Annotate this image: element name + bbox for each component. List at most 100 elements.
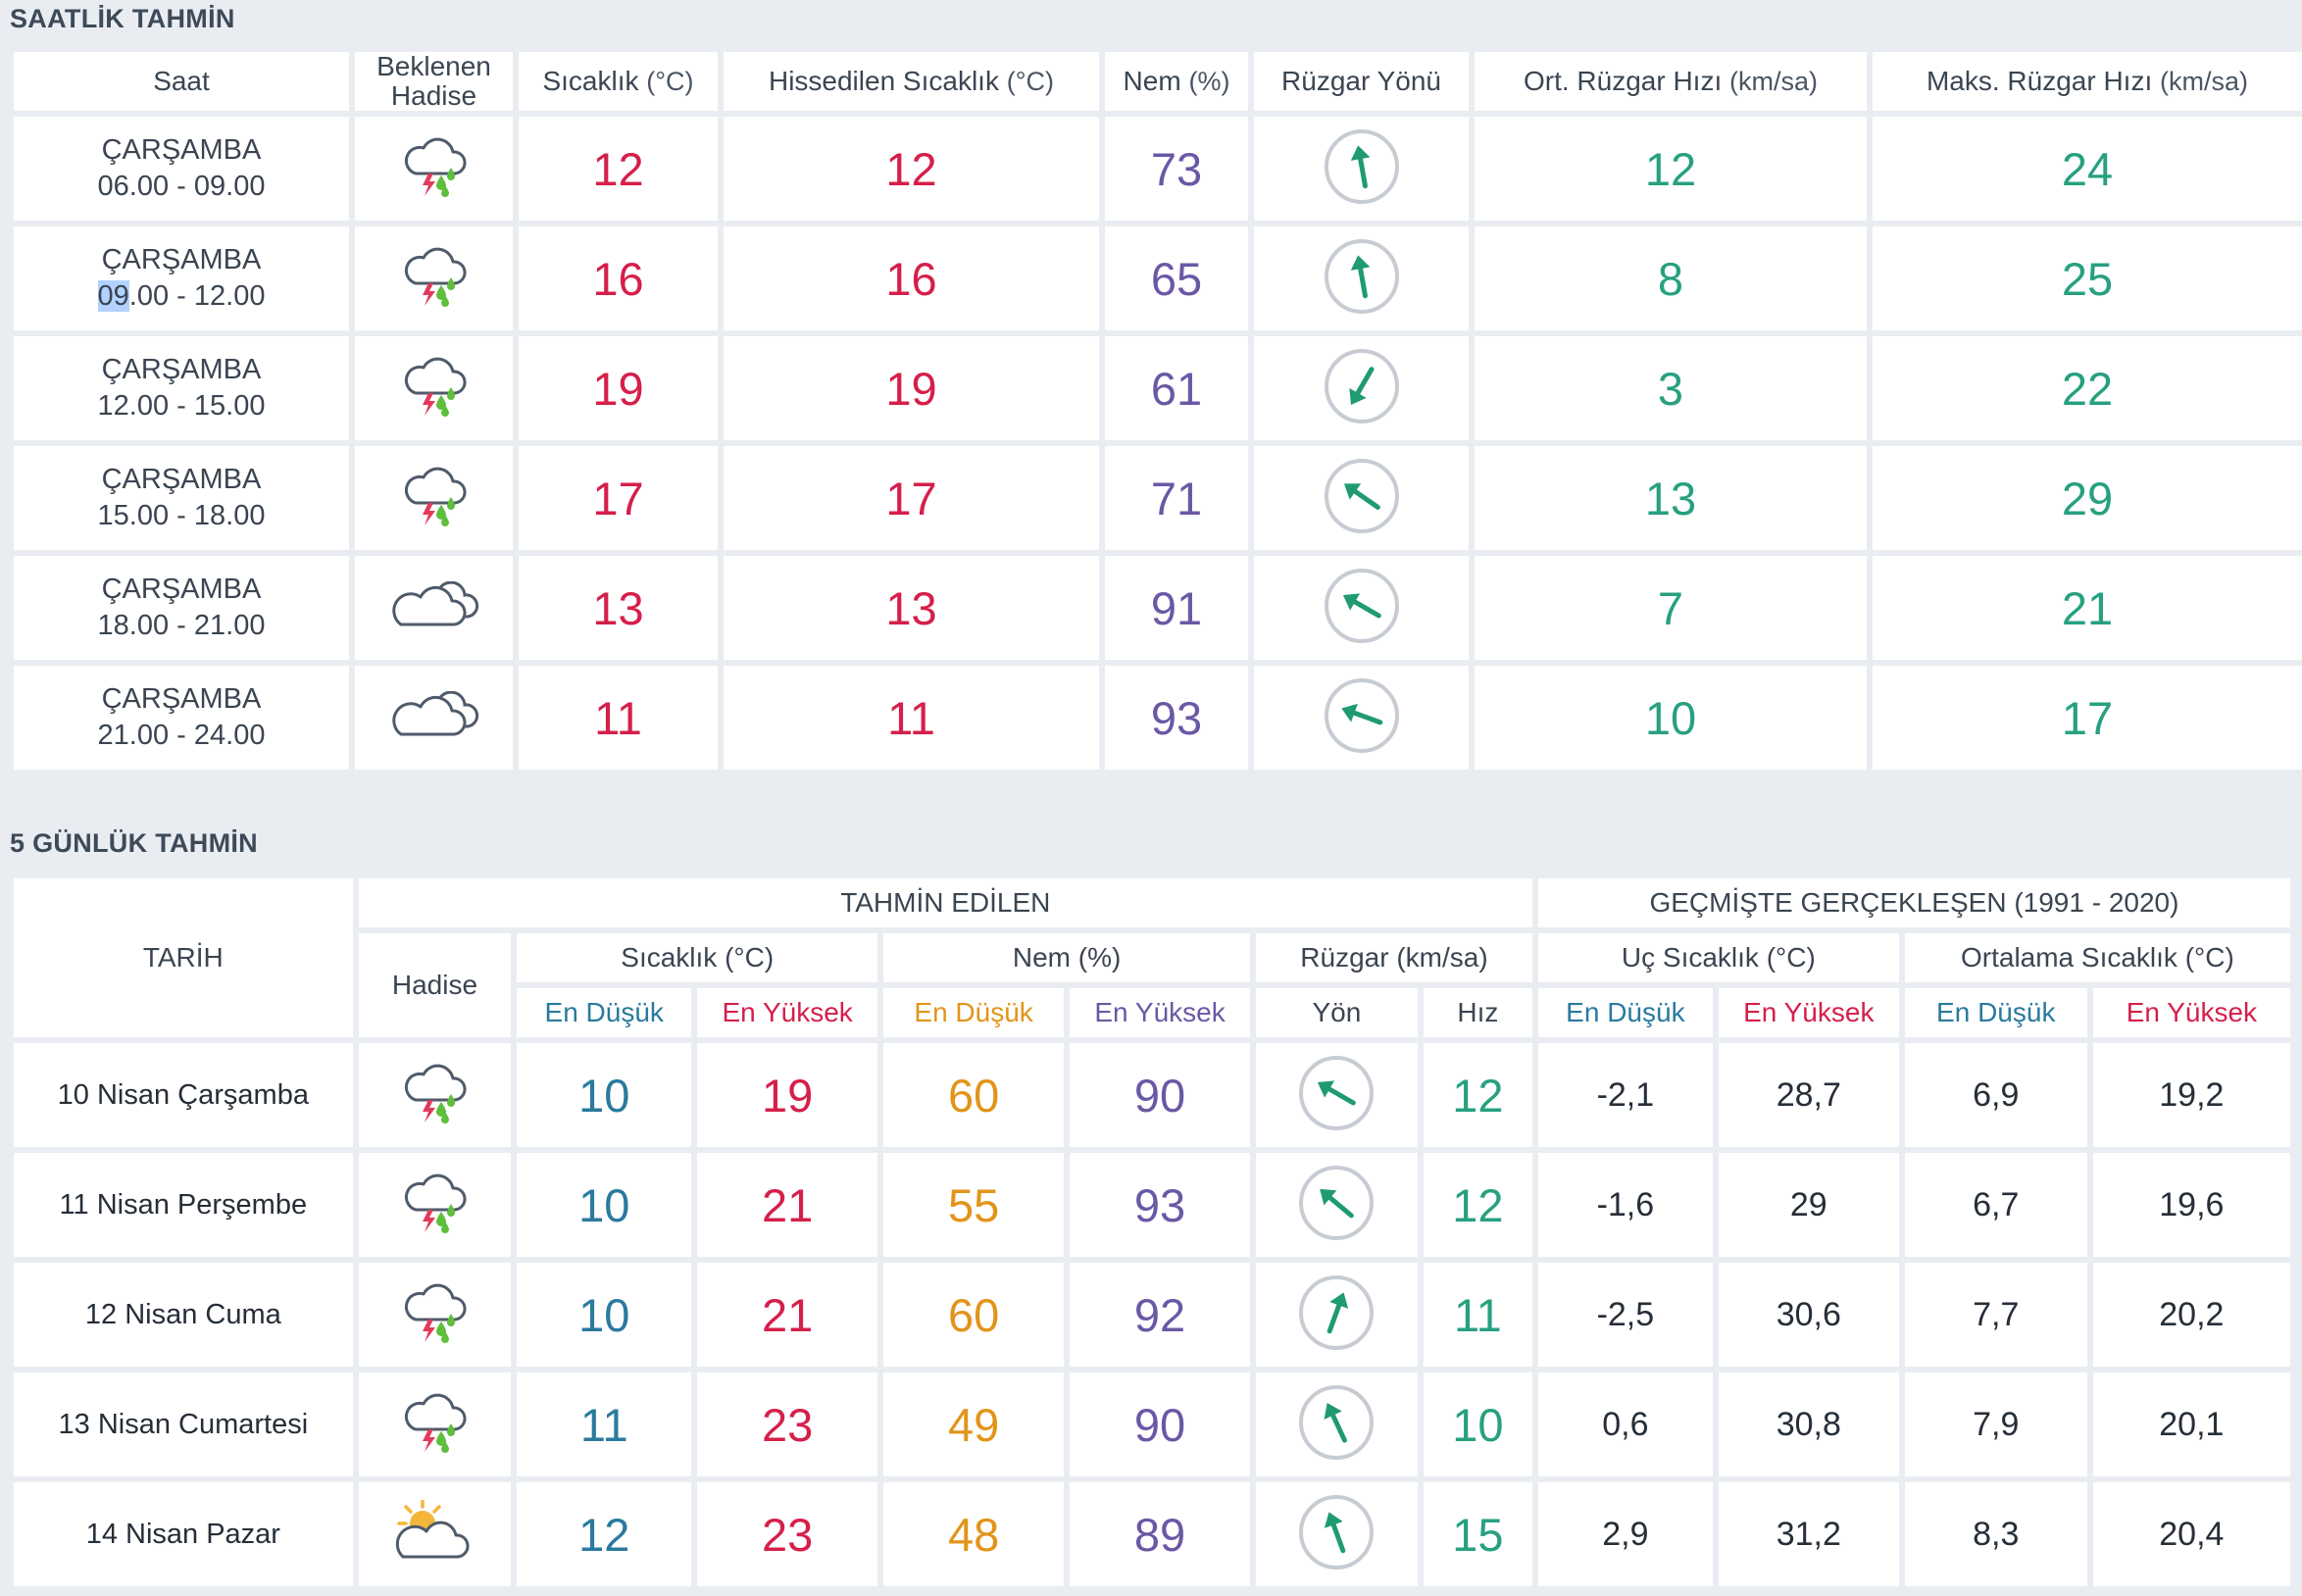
header-hadise-line2: Hadise <box>390 80 477 111</box>
daily-wind-dir-cell <box>1256 1372 1418 1476</box>
hourly-temp: 16 <box>519 226 718 330</box>
daily-hadise-cell <box>358 1372 512 1476</box>
daily-hadise-cell <box>358 1263 512 1367</box>
hourly-range-start: 21 <box>97 720 129 751</box>
daily-hum-max: 90 <box>1070 1372 1251 1476</box>
daily-hadise-cell <box>358 1482 512 1586</box>
daily-row: 13 Nisan Cumartesi 11 23 49 90 10 0,6 30,8 7,9 20… <box>14 1372 2290 1476</box>
hourly-range: 21.00 - 24.00 <box>14 718 349 754</box>
thunderstorm-rain-icon <box>400 1061 469 1130</box>
header-wind-dir: Yön <box>1256 988 1418 1037</box>
hourly-range-end: .00 - 12.00 <box>128 280 266 312</box>
daily-wind-speed: 15 <box>1423 1482 1532 1586</box>
header-extreme-max: En Yüksek <box>1718 988 1899 1037</box>
hourly-time-cell: ÇARŞAMBA 09.00 - 12.00 <box>14 226 349 330</box>
daily-avg-max: 19,2 <box>2092 1043 2290 1147</box>
hourly-range-end: .00 - 15.00 <box>128 390 266 422</box>
wind-direction-icon <box>1297 1273 1376 1357</box>
header-hissedilen-label: Hissedilen Sıcaklık <box>768 66 999 96</box>
daily-avg-max: 20,4 <box>2092 1482 2290 1586</box>
hourly-time-cell: ÇARŞAMBA 12.00 - 15.00 <box>14 336 349 440</box>
wind-direction-icon <box>1323 676 1401 760</box>
hourly-wind-dir-cell <box>1254 556 1469 660</box>
daily-wind-speed: 11 <box>1423 1263 1532 1367</box>
header-saat: Saat <box>14 52 349 111</box>
header-hissedilen: Hissedilen Sıcaklık (°C) <box>724 52 1099 111</box>
header-hum-max: En Yüksek <box>1070 988 1251 1037</box>
daily-temp-max: 19 <box>697 1043 878 1147</box>
hourly-humidity: 91 <box>1105 556 1248 660</box>
hourly-range-end: .00 - 24.00 <box>128 720 266 751</box>
header-wind-speed: Hız <box>1423 988 1532 1037</box>
daily-temp-min: 12 <box>517 1482 692 1586</box>
hourly-range: 15.00 - 18.00 <box>14 498 349 534</box>
daily-hadise-cell <box>358 1153 512 1257</box>
hourly-range: 12.00 - 15.00 <box>14 388 349 424</box>
hourly-feels: 12 <box>724 117 1099 221</box>
hourly-humidity: 93 <box>1105 666 1248 770</box>
hourly-day: ÇARŞAMBA <box>101 574 262 605</box>
daily-row: 12 Nisan Cuma 10 21 60 92 11 -2,5 30,6 7,7 20,2 <box>14 1263 2290 1367</box>
hourly-wind-max: 29 <box>1873 446 2302 550</box>
header-maks-ruzgar-unit: (km/sa) <box>2160 67 2249 96</box>
hourly-wind-dir-cell <box>1254 336 1469 440</box>
hourly-day: ÇARŞAMBA <box>101 244 262 275</box>
daily-temp-max: 23 <box>697 1482 878 1586</box>
header-daily-ruzgar: Rüzgar (km/sa) <box>1256 933 1532 982</box>
daily-temp-min: 10 <box>517 1153 692 1257</box>
header-ort-ruzgar-unit: (km/sa) <box>1729 67 1819 96</box>
hourly-humidity: 65 <box>1105 226 1248 330</box>
hourly-section-title: SAATLİK TAHMİN <box>10 4 235 33</box>
hourly-range: 18.00 - 21.00 <box>14 608 349 644</box>
hourly-day: ÇARŞAMBA <box>101 354 262 385</box>
hourly-wind-dir-cell <box>1254 226 1469 330</box>
header-daily-sicaklik: Sıcaklık (°C) <box>517 933 878 982</box>
hourly-hadise-cell <box>355 556 513 660</box>
header-avg-min: En Düşük <box>1904 988 2087 1037</box>
hourly-range: 06.00 - 09.00 <box>14 169 349 205</box>
daily-hum-max: 89 <box>1070 1482 1251 1586</box>
hourly-temp: 12 <box>519 117 718 221</box>
hourly-feels: 13 <box>724 556 1099 660</box>
header-hum-min: En Düşük <box>883 988 1065 1037</box>
hourly-wind-avg: 12 <box>1475 117 1867 221</box>
daily-wind-speed: 12 <box>1423 1043 1532 1147</box>
hourly-time-cell: ÇARŞAMBA 21.00 - 24.00 <box>14 666 349 770</box>
wind-direction-icon <box>1297 1054 1376 1137</box>
header-maks-ruzgar-label: Maks. Rüzgar Hızı <box>1926 66 2153 96</box>
hourly-wind-max: 17 <box>1873 666 2302 770</box>
hourly-table: Saat Beklenen Hadise Sıcaklık (°C) Hisse… <box>8 46 2302 775</box>
header-tarih: TARİH <box>14 878 353 1037</box>
daily-extreme-min: -2,5 <box>1537 1263 1713 1367</box>
hourly-hadise-cell <box>355 666 513 770</box>
hourly-feels: 11 <box>724 666 1099 770</box>
header-hadise: Hadise <box>358 933 512 1037</box>
daily-avg-min: 7,7 <box>1904 1263 2087 1367</box>
daily-hum-max: 93 <box>1070 1153 1251 1257</box>
header-nem: Nem (%) <box>1105 52 1248 111</box>
daily-temp-min: 10 <box>517 1043 692 1147</box>
daily-hum-min: 60 <box>883 1043 1065 1147</box>
hourly-wind-avg: 3 <box>1475 336 1867 440</box>
daily-temp-min: 10 <box>517 1263 692 1367</box>
daily-avg-min: 8,3 <box>1904 1482 2087 1586</box>
daily-wind-dir-cell <box>1256 1482 1418 1586</box>
header-daily-nem: Nem (%) <box>883 933 1251 982</box>
header-extreme-min: En Düşük <box>1537 988 1713 1037</box>
daily-extreme-min: 0,6 <box>1537 1372 1713 1476</box>
hourly-day: ÇARŞAMBA <box>101 134 262 166</box>
hourly-header-row: Saat Beklenen Hadise Sıcaklık (°C) Hisse… <box>14 52 2302 111</box>
hourly-wind-avg: 10 <box>1475 666 1867 770</box>
header-ort-ruzgar-label: Ort. Rüzgar Hızı <box>1523 66 1723 96</box>
header-ortalama-sicaklik: Ortalama Sıcaklık (°C) <box>1904 933 2290 982</box>
daily-row: 11 Nisan Perşembe 10 21 55 93 12 -1,6 29 6,7 19,6 <box>14 1153 2290 1257</box>
wind-direction-icon <box>1297 1383 1376 1467</box>
daily-header-row-1: TARİH TAHMİN EDİLEN GEÇMİŞTE GERÇEKLEŞEN… <box>14 878 2290 1037</box>
daily-hum-max: 90 <box>1070 1043 1251 1147</box>
daily-hum-max: 92 <box>1070 1263 1251 1367</box>
header-sicaklik-label: Sıcaklık <box>542 66 639 96</box>
header-beklenen-hadise: Beklenen Hadise <box>355 52 513 111</box>
header-hissedilen-unit: (°C) <box>1006 67 1055 96</box>
hourly-humidity: 73 <box>1105 117 1248 221</box>
wind-direction-icon <box>1323 567 1401 650</box>
